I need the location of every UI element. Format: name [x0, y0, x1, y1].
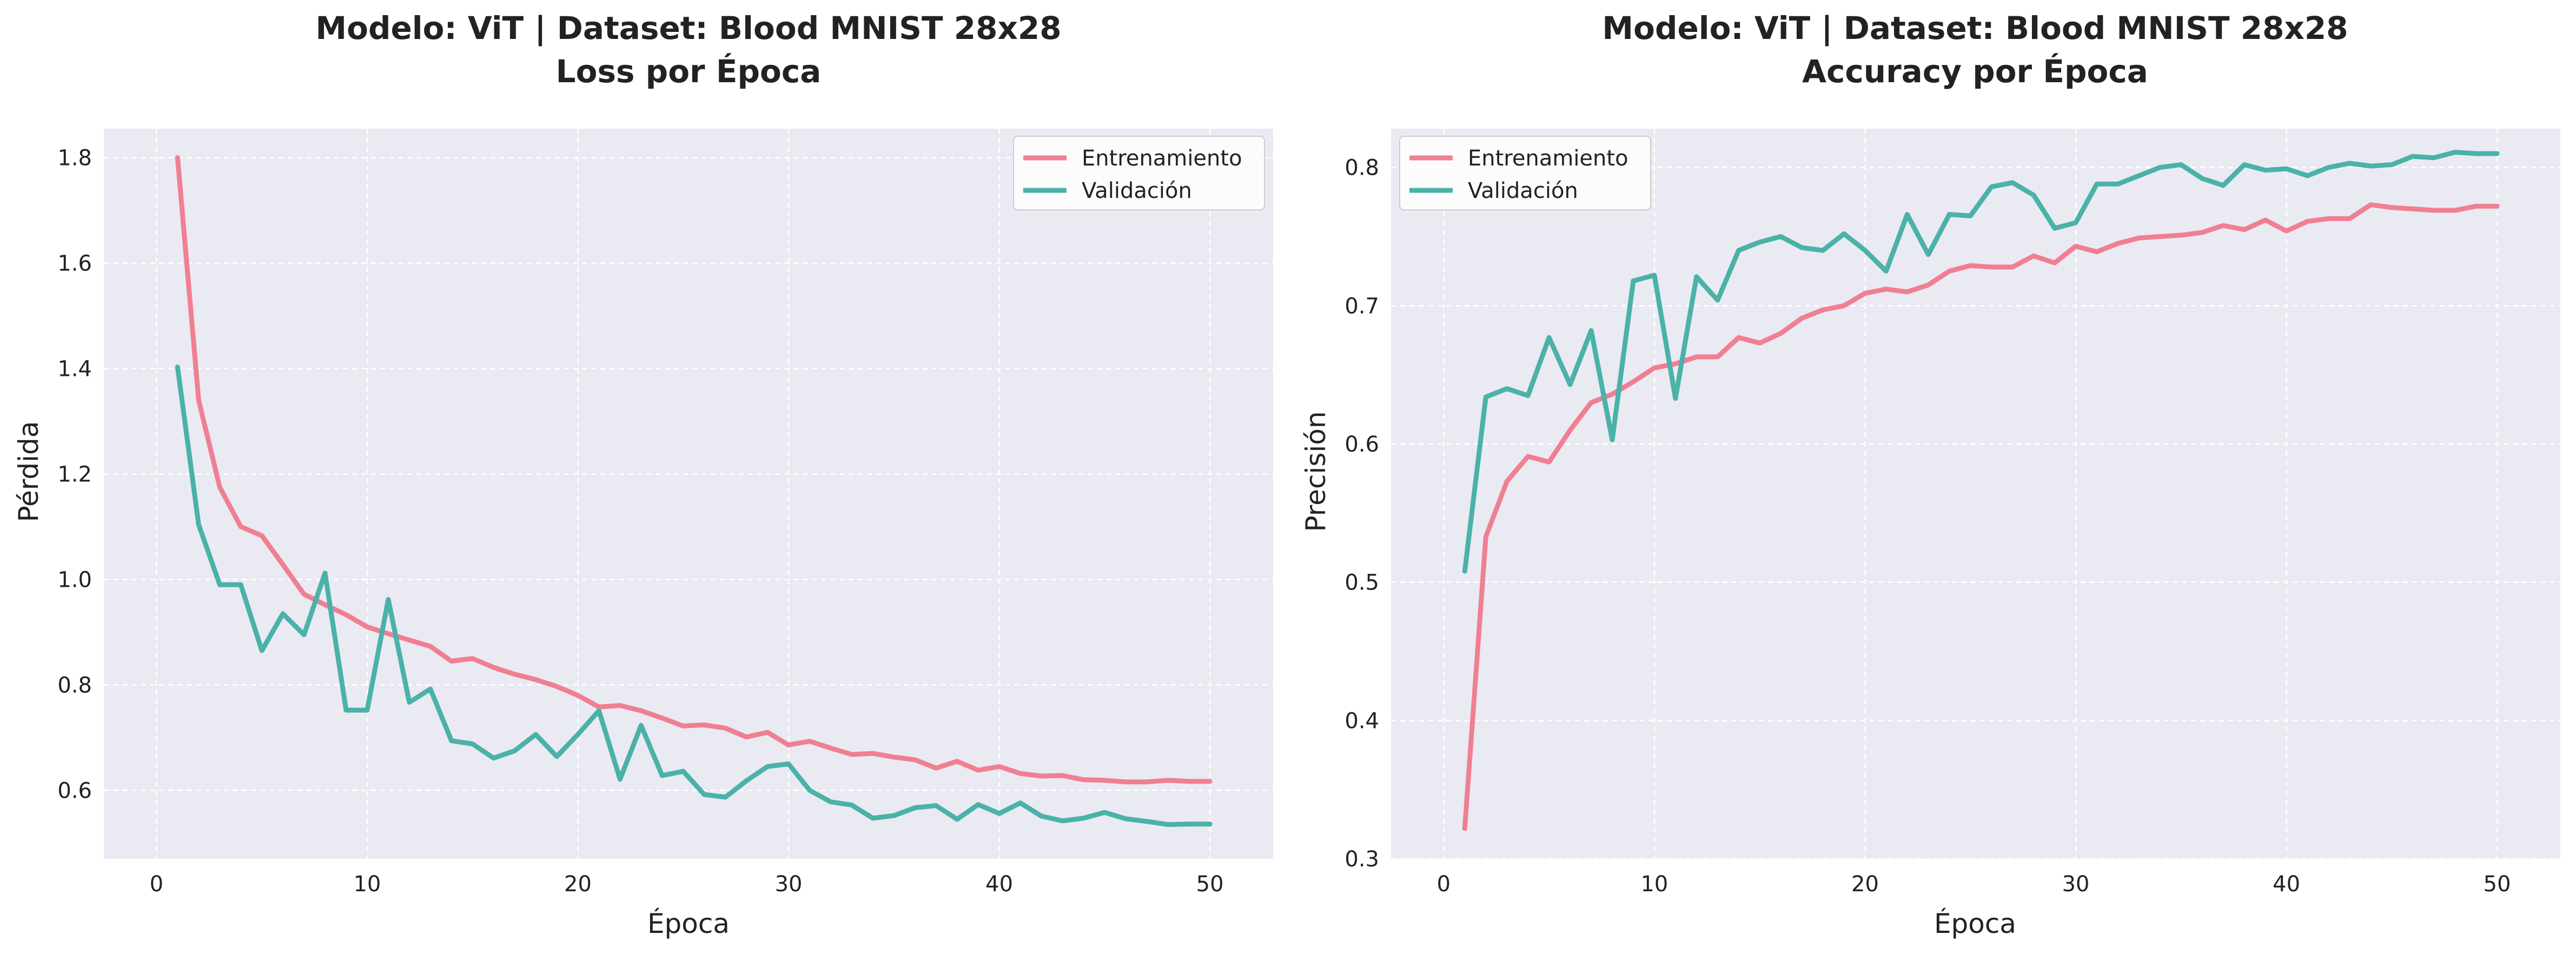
accuracy-legend: Entrenamiento Validación [1399, 136, 1651, 210]
accuracy-x-tick-label: 50 [2484, 872, 2511, 897]
loss-y-tick-label: 1.0 [57, 567, 92, 592]
loss-legend-label: Entrenamiento [1082, 146, 1242, 171]
loss-legend: Entrenamiento Validación [1013, 136, 1265, 210]
loss-x-tick-label: 20 [564, 872, 592, 897]
loss-y-axis-label: Pérdida [13, 421, 44, 522]
loss-y-tick-label: 1.8 [57, 146, 92, 171]
accuracy-x-tick-label: 30 [2062, 872, 2090, 897]
accuracy-y-tick-label: 0.6 [1345, 432, 1379, 457]
accuracy-y-tick-label: 0.4 [1345, 708, 1379, 733]
accuracy-chart: Modelo: ViT | Dataset: Blood MNIST 28x28… [1300, 10, 2560, 939]
loss-x-tick-label: 40 [985, 872, 1013, 897]
loss-y-tick-label: 1.4 [57, 357, 92, 382]
accuracy-y-tick-label: 0.7 [1345, 294, 1379, 319]
accuracy-y-tick-label: 0.3 [1345, 847, 1379, 872]
loss-legend-label: Validación [1082, 178, 1192, 203]
loss-chart-subtitle: Loss por Época [556, 52, 822, 90]
accuracy-y-tick-label: 0.8 [1345, 156, 1379, 181]
loss-plot-area [104, 129, 1273, 859]
loss-x-tick-label: 50 [1196, 872, 1224, 897]
loss-x-axis-label: Época [647, 907, 730, 939]
accuracy-legend-box [1399, 136, 1651, 210]
accuracy-plot-area [1391, 129, 2560, 859]
accuracy-chart-subtitle: Accuracy por Época [1802, 52, 2148, 90]
accuracy-y-tick-label: 0.5 [1345, 571, 1379, 595]
accuracy-x-tick-label: 20 [1851, 872, 1879, 897]
loss-y-tick-label: 1.6 [57, 251, 92, 276]
accuracy-x-tick-label: 0 [1437, 872, 1451, 897]
loss-legend-box [1013, 136, 1265, 210]
loss-series-line-val [175, 365, 1213, 827]
accuracy-x-tick-label: 10 [1640, 872, 1668, 897]
accuracy-legend-label: Validación [1468, 178, 1578, 203]
accuracy-y-axis-label: Precisión [1300, 411, 1332, 532]
loss-chart-title: Modelo: ViT | Dataset: Blood MNIST 28x28 [315, 10, 1061, 47]
loss-x-tick-label: 0 [150, 872, 163, 897]
accuracy-x-tick-label: 40 [2273, 872, 2300, 897]
loss-series-line-train [175, 155, 1213, 785]
loss-y-tick-label: 1.2 [57, 462, 92, 487]
loss-y-tick-label: 0.8 [57, 673, 92, 698]
loss-x-tick-label: 10 [353, 872, 381, 897]
loss-x-tick-label: 30 [775, 872, 803, 897]
loss-y-tick-label: 0.6 [57, 778, 92, 803]
accuracy-series-line-val [1462, 150, 2500, 574]
loss-chart: Modelo: ViT | Dataset: Blood MNIST 28x28… [13, 10, 1273, 939]
accuracy-legend-label: Entrenamiento [1468, 146, 1628, 171]
accuracy-series-line-train [1462, 202, 2500, 831]
accuracy-chart-title: Modelo: ViT | Dataset: Blood MNIST 28x28 [1602, 10, 2348, 47]
accuracy-x-axis-label: Época [1934, 907, 2016, 939]
